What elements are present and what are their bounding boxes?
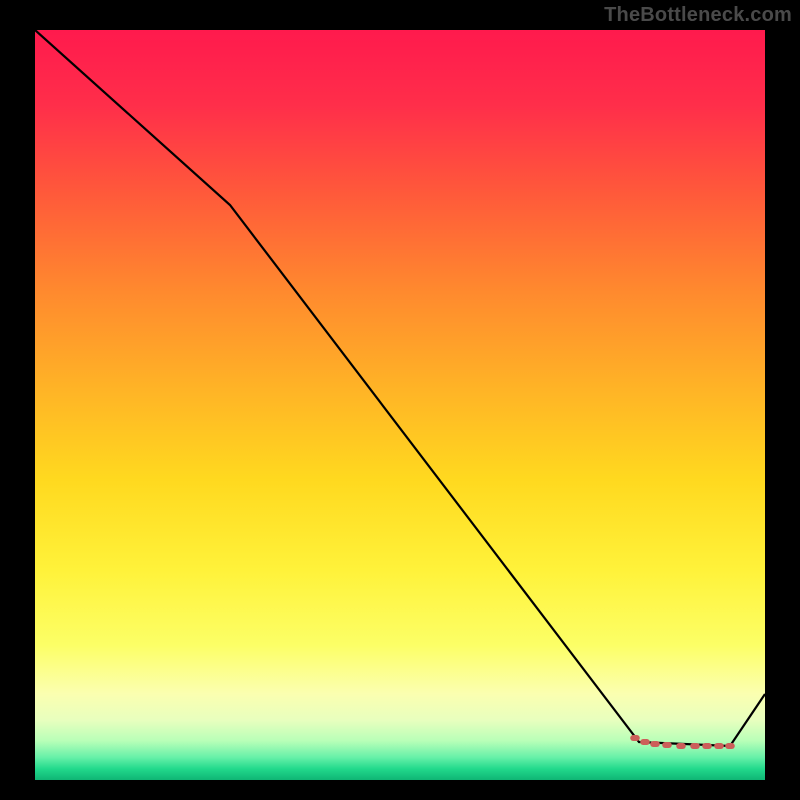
marker-point xyxy=(690,743,700,749)
marker-point xyxy=(676,743,686,749)
marker-point xyxy=(650,741,660,747)
marker-point xyxy=(702,743,712,749)
marker-point xyxy=(662,742,672,748)
chart-svg xyxy=(35,30,765,780)
watermark-text: TheBottleneck.com xyxy=(604,4,792,27)
marker-point xyxy=(725,743,735,749)
marker-point xyxy=(630,735,640,741)
marker-point xyxy=(714,743,724,749)
chart-background xyxy=(35,30,765,780)
marker-point xyxy=(640,739,650,745)
chart-area xyxy=(35,30,765,780)
